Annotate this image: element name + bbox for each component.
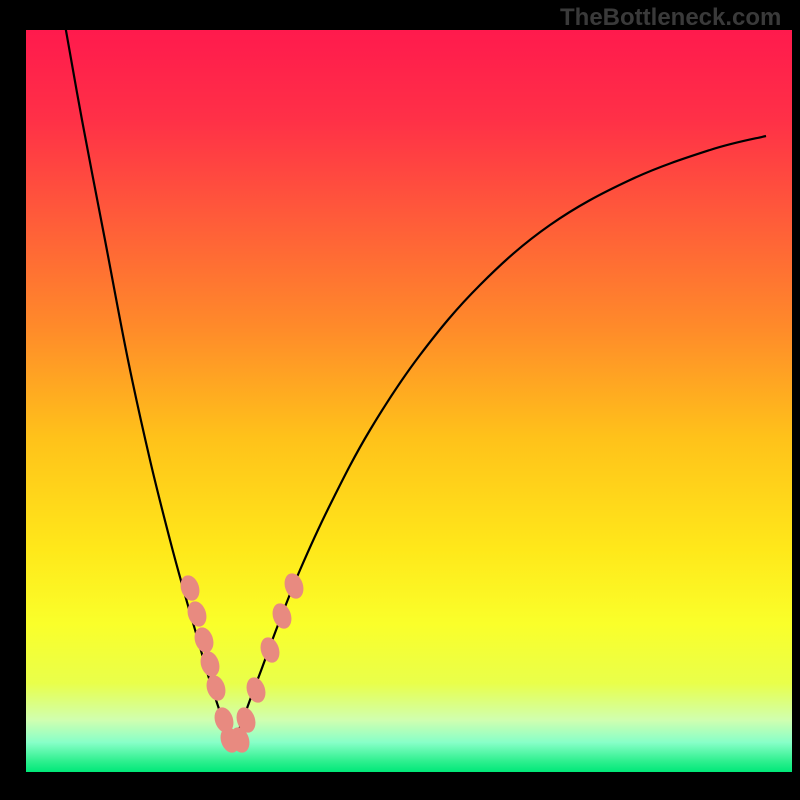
chart-frame: TheBottleneck.com bbox=[0, 0, 800, 800]
chart-svg bbox=[26, 30, 792, 772]
watermark-text: TheBottleneck.com bbox=[560, 4, 781, 32]
plot-background bbox=[26, 30, 792, 772]
